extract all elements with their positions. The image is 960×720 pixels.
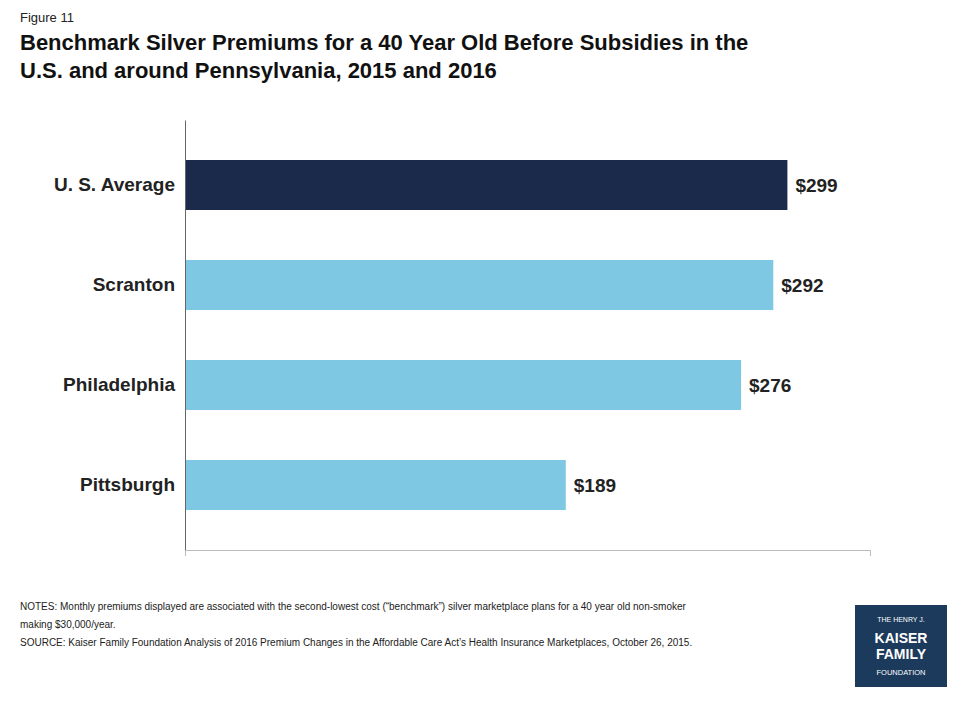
note: making $30,000/year. (20, 619, 116, 630)
logo-box (855, 605, 947, 687)
chart: Figure 11 Benchmark Silver Premiums for a… (0, 0, 960, 720)
y-tick-label: Pittsburgh (80, 474, 175, 495)
data-label: $189 (574, 475, 616, 496)
logo-text: FOUNDATION (876, 668, 925, 677)
y-tick-label: Scranton (93, 274, 175, 295)
y-tick: Pittsburgh (80, 474, 175, 495)
y-tick: Philadelphia (63, 374, 175, 395)
logo: THE HENRY J. KAISERFAMILY FOUNDATION (855, 605, 947, 687)
logo-text: KAISER (875, 630, 928, 646)
bar (185, 160, 787, 210)
y-tick-label: Philadelphia (63, 374, 175, 395)
note: NOTES: Monthly premiums displayed are as… (20, 601, 687, 612)
x-axis (186, 551, 871, 557)
logo-text: THE HENRY J. (877, 616, 925, 623)
data-labels: $189 $276 $292 $299 (574, 175, 838, 496)
title: Benchmark Silver Premiums for a 40 Year … (20, 30, 748, 83)
data-label: $292 (781, 275, 823, 296)
plot: $189 $276 $292 $299 Pittsburgh Philadelphia Sc… (54, 121, 871, 557)
x-axis-line (186, 551, 871, 557)
bar (185, 260, 773, 310)
figure-label: Figure 11 (20, 10, 74, 25)
y-axis-line (185, 121, 186, 551)
bar (185, 460, 566, 510)
note: SOURCE: Kaiser Family Foundation Analysi… (20, 637, 692, 648)
y-tick-label: U. S. Average (54, 174, 175, 195)
bars (185, 160, 787, 510)
y-tick: Scranton (93, 274, 175, 295)
data-label: $276 (749, 375, 791, 396)
y-axis: Pittsburgh Philadelphia Scranton U. S. Aver… (54, 121, 186, 551)
data-label: $299 (795, 175, 837, 196)
y-tick: U. S. Average (54, 174, 175, 195)
logo-text: FAMILY (876, 646, 927, 662)
bar (185, 360, 741, 410)
background (0, 0, 960, 720)
